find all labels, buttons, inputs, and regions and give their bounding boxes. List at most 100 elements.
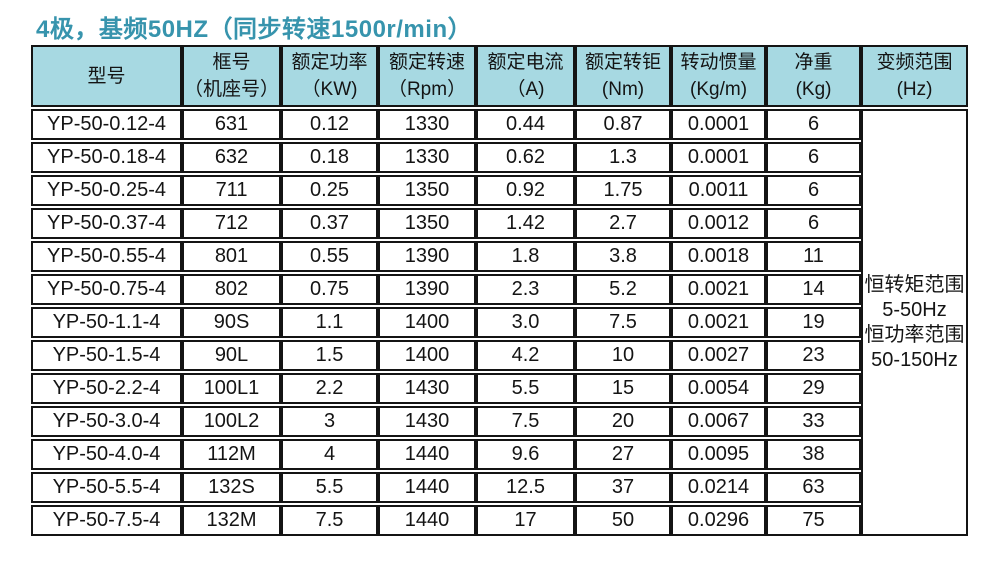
spec-row: YP-50-0.55-4 801 0.55 1390 1.8 3.8 0.0018 11 bbox=[31, 241, 968, 272]
spec-row: YP-50-1.1-4 90S 1.1 1400 3.0 7.5 0.0021 19 bbox=[31, 307, 968, 338]
cell-rated-torque: 10 bbox=[575, 340, 672, 371]
cell-inertia: 0.0095 bbox=[671, 439, 767, 470]
table-header: 型号 框号 （机座号） 额定功率 （KW) 额定转速 （Rpm） 额定电流 （A) 额定转钜 (Nm… bbox=[31, 45, 969, 107]
cell-frame: 100L1 bbox=[182, 373, 282, 404]
cell-inertia: 0.0001 bbox=[671, 142, 767, 173]
column-header-inertia: 转动惯量 (Kg/m) bbox=[671, 45, 767, 107]
cell-rated-current: 7.5 bbox=[476, 406, 576, 437]
cell-model: YP-50-5.5-4 bbox=[31, 472, 182, 503]
column-header-line: （A) bbox=[506, 79, 545, 100]
cell-frame: 90L bbox=[182, 340, 282, 371]
table-body: YP-50-0.12-4 631 0.12 1330 0.44 0.87 0.0001 6 恒转… bbox=[31, 109, 969, 536]
cell-net-weight: 33 bbox=[766, 406, 862, 437]
cell-frame: 112M bbox=[182, 439, 282, 470]
frequency-range-cell: 恒转矩范围 5-50Hz 恒功率范围 50-150Hz bbox=[861, 109, 969, 536]
cell-rated-current: 1.8 bbox=[476, 241, 576, 272]
cell-rated-torque: 50 bbox=[575, 505, 672, 536]
frequency-range-line: 恒功率范围 bbox=[864, 323, 965, 346]
cell-rated-speed: 1400 bbox=[378, 340, 477, 371]
cell-model: YP-50-1.1-4 bbox=[31, 307, 182, 338]
spec-row: YP-50-0.37-4 712 0.37 1350 1.42 2.7 0.0012 6 bbox=[31, 208, 968, 239]
cell-net-weight: 11 bbox=[766, 241, 862, 272]
column-header-model: 型号 bbox=[31, 45, 182, 107]
column-header-rated-torque: 额定转钜 (Nm) bbox=[575, 45, 672, 107]
cell-net-weight: 6 bbox=[766, 208, 862, 239]
spec-row: YP-50-0.12-4 631 0.12 1330 0.44 0.87 0.0001 6 恒转… bbox=[31, 109, 969, 536]
cell-rated-speed: 1350 bbox=[378, 208, 477, 239]
spec-row: YP-50-7.5-4 132M 7.5 1440 17 50 0.0296 75 bbox=[31, 505, 968, 536]
cell-frame: 711 bbox=[182, 175, 282, 206]
cell-inertia: 0.0067 bbox=[671, 406, 767, 437]
column-header-freq-range: 变频范围 (Hz) bbox=[861, 45, 969, 107]
cell-rated-power: 1.5 bbox=[281, 340, 379, 371]
cell-rated-speed: 1350 bbox=[378, 175, 477, 206]
cell-rated-power: 0.18 bbox=[281, 142, 379, 173]
cell-rated-torque: 20 bbox=[575, 406, 672, 437]
column-header-line: (Kg) bbox=[795, 79, 832, 100]
cell-inertia: 0.0214 bbox=[671, 472, 767, 503]
cell-net-weight: 29 bbox=[766, 373, 862, 404]
spec-row: YP-50-0.75-4 802 0.75 1390 2.3 5.2 0.0021 14 bbox=[31, 274, 968, 305]
cell-rated-speed: 1330 bbox=[378, 109, 477, 140]
cell-net-weight: 14 bbox=[766, 274, 862, 305]
cell-rated-power: 0.75 bbox=[281, 274, 379, 305]
column-header-frame: 框号 （机座号） bbox=[182, 45, 282, 107]
cell-rated-power: 7.5 bbox=[281, 505, 379, 536]
cell-model: YP-50-4.0-4 bbox=[31, 439, 182, 470]
spec-row: YP-50-2.2-4 100L1 2.2 1430 5.5 15 0.0054 29 bbox=[31, 373, 968, 404]
cell-rated-current: 0.44 bbox=[476, 109, 576, 140]
cell-inertia: 0.0296 bbox=[671, 505, 767, 536]
cell-rated-power: 4 bbox=[281, 439, 379, 470]
cell-net-weight: 6 bbox=[766, 109, 862, 140]
column-header-line: （KW) bbox=[301, 79, 358, 100]
cell-model: YP-50-3.0-4 bbox=[31, 406, 182, 437]
cell-rated-current: 3.0 bbox=[476, 307, 576, 338]
cell-rated-speed: 1390 bbox=[378, 241, 477, 272]
cell-rated-torque: 1.3 bbox=[575, 142, 672, 173]
cell-rated-power: 0.12 bbox=[281, 109, 379, 140]
cell-rated-speed: 1440 bbox=[378, 472, 477, 503]
cell-net-weight: 6 bbox=[766, 175, 862, 206]
cell-model: YP-50-0.55-4 bbox=[31, 241, 182, 272]
cell-inertia: 0.0001 bbox=[671, 109, 767, 140]
cell-frame: 132S bbox=[182, 472, 282, 503]
column-header-line: 额定转钜 bbox=[585, 52, 662, 73]
cell-rated-current: 0.92 bbox=[476, 175, 576, 206]
cell-rated-current: 17 bbox=[476, 505, 576, 536]
cell-rated-speed: 1390 bbox=[378, 274, 477, 305]
cell-net-weight: 38 bbox=[766, 439, 862, 470]
cell-rated-current: 9.6 bbox=[476, 439, 576, 470]
column-header-line: 型号 bbox=[87, 65, 126, 87]
spec-row: YP-50-1.5-4 90L 1.5 1400 4.2 10 0.0027 23 bbox=[31, 340, 968, 371]
cell-rated-power: 0.25 bbox=[281, 175, 379, 206]
cell-net-weight: 19 bbox=[766, 307, 862, 338]
spec-row: YP-50-0.18-4 632 0.18 1330 0.62 1.3 0.0001 6 bbox=[31, 142, 968, 173]
cell-rated-current: 1.42 bbox=[476, 208, 576, 239]
cell-frame: 90S bbox=[182, 307, 282, 338]
cell-frame: 802 bbox=[182, 274, 282, 305]
cell-rated-power: 5.5 bbox=[281, 472, 379, 503]
column-header-line: 框号 bbox=[212, 52, 251, 73]
column-header-line: (Kg/m) bbox=[690, 79, 748, 100]
cell-model: YP-50-0.37-4 bbox=[31, 208, 182, 239]
column-header-line: (Nm) bbox=[601, 79, 645, 100]
cell-rated-current: 12.5 bbox=[476, 472, 576, 503]
cell-inertia: 0.0021 bbox=[671, 274, 767, 305]
cell-rated-torque: 2.7 bbox=[575, 208, 672, 239]
column-header-line: （机座号） bbox=[184, 79, 280, 100]
cell-model: YP-50-1.5-4 bbox=[31, 340, 182, 371]
spec-row: YP-50-5.5-4 132S 5.5 1440 12.5 37 0.0214 63 bbox=[31, 472, 968, 503]
cell-rated-current: 2.3 bbox=[476, 274, 576, 305]
cell-net-weight: 75 bbox=[766, 505, 862, 536]
cell-rated-speed: 1430 bbox=[378, 373, 477, 404]
page-title: 4极，基频50HZ（同步转速1500r/min） bbox=[36, 16, 473, 43]
column-header-line: 转动惯量 bbox=[680, 52, 757, 73]
cell-model: YP-50-2.2-4 bbox=[31, 373, 182, 404]
cell-frame: 632 bbox=[182, 142, 282, 173]
column-header-line: 净重 bbox=[794, 52, 833, 73]
cell-model: YP-50-0.25-4 bbox=[31, 175, 182, 206]
cell-rated-torque: 5.2 bbox=[575, 274, 672, 305]
cell-net-weight: 23 bbox=[766, 340, 862, 371]
cell-rated-power: 3 bbox=[281, 406, 379, 437]
cell-frame: 712 bbox=[182, 208, 282, 239]
